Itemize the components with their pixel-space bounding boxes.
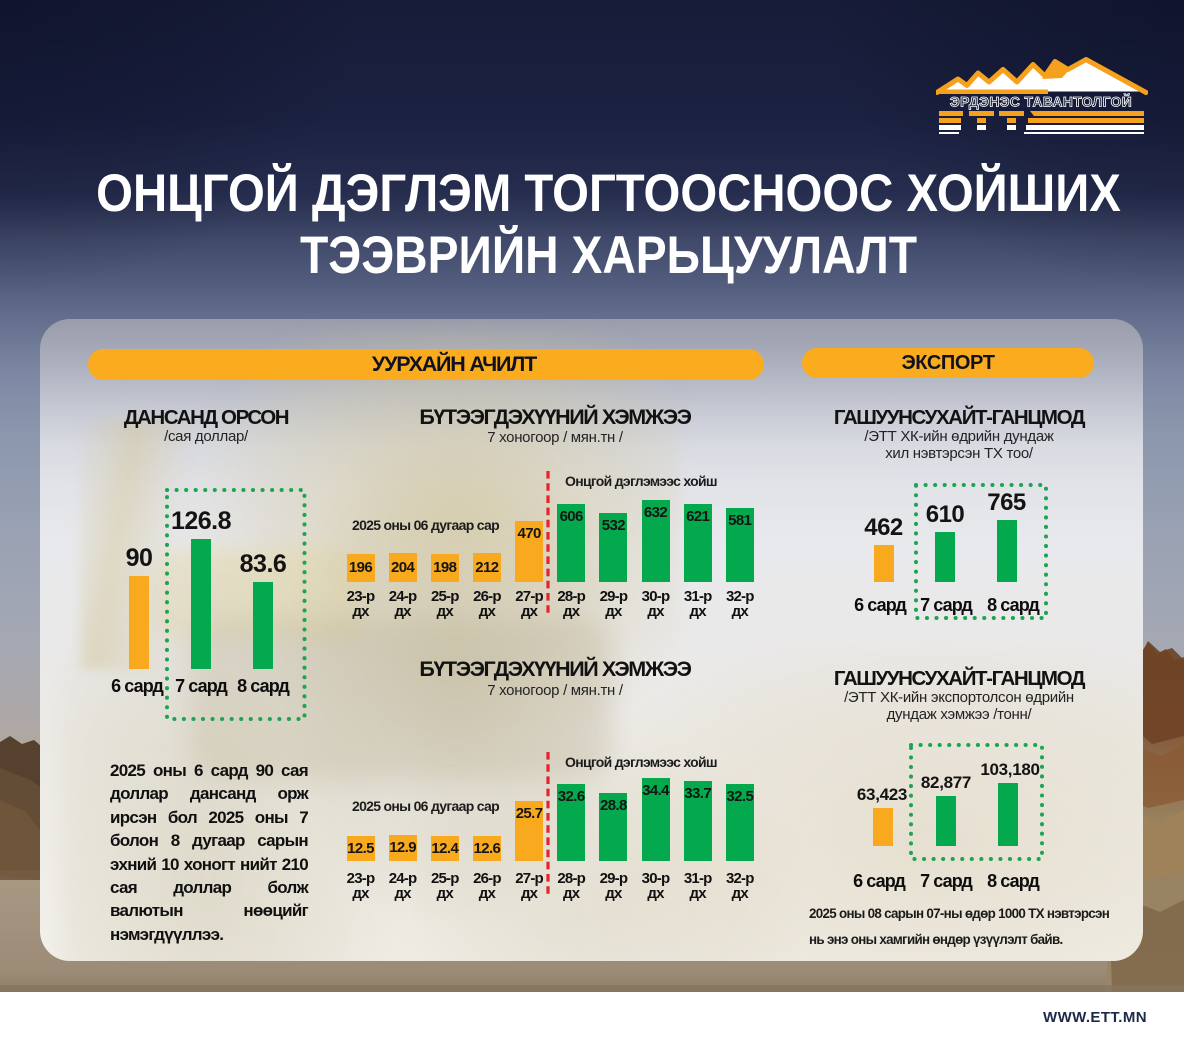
svg-text:ЭРДЭНЭС ТАВАНТОЛГОЙ: ЭРДЭНЭС ТАВАНТОЛГОЙ [950, 93, 1132, 110]
